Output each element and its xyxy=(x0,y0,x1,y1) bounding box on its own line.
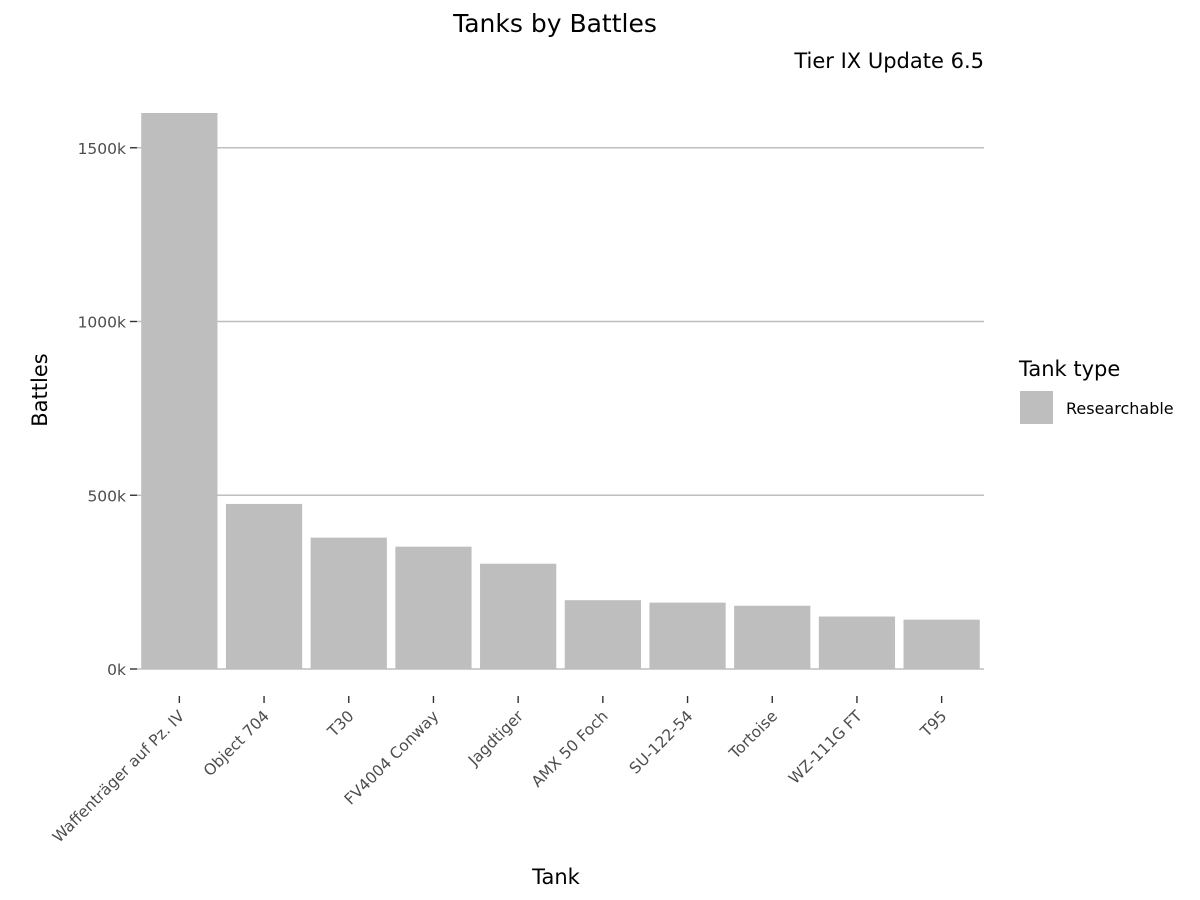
y-tick-label: 500k xyxy=(87,487,126,505)
bar xyxy=(310,537,387,669)
chart-subtitle: Tier IX Update 6.5 xyxy=(793,49,984,73)
bar xyxy=(480,563,557,669)
x-tick-label: FV4004 Conway xyxy=(341,707,442,808)
bar xyxy=(141,113,218,669)
bar xyxy=(395,546,472,669)
x-tick-label: T95 xyxy=(916,707,950,741)
chart-title: Tanks by Battles xyxy=(452,9,657,38)
legend: Tank type Researchable xyxy=(1018,357,1174,424)
x-tick-label: WZ-111G FT xyxy=(785,707,866,788)
x-axis: Waffenträger auf Pz. IV Object 704 T30FV40… xyxy=(49,696,950,846)
legend-title: Tank type xyxy=(1018,357,1120,381)
x-tick-label: Object 704 xyxy=(200,707,273,780)
y-axis-title: Battles xyxy=(28,353,52,426)
y-tick-label: 1000k xyxy=(78,314,126,332)
x-tick-label: T30 xyxy=(323,707,357,741)
bar xyxy=(734,605,811,669)
bar xyxy=(649,602,726,669)
x-axis-title: Tank xyxy=(531,865,581,889)
bar xyxy=(564,600,641,669)
x-tick-label: Jagdtiger xyxy=(464,707,527,770)
y-tick-label: 1500k xyxy=(78,140,126,158)
x-tick-label: AMX 50 Foch xyxy=(528,707,612,791)
x-tick-label: Waffenträger auf Pz. IV xyxy=(49,707,188,846)
legend-label-researchable: Researchable xyxy=(1066,399,1174,418)
legend-swatch-researchable xyxy=(1020,391,1053,424)
bars xyxy=(141,113,980,669)
x-tick-label: Tortoise xyxy=(725,707,781,763)
y-axis: 0k 500k 1000k 1500k xyxy=(78,140,137,679)
bar xyxy=(903,619,980,669)
y-tick-label: 0k xyxy=(107,661,126,679)
x-tick-label: SU-122-54 xyxy=(626,707,696,777)
bar xyxy=(225,503,303,669)
bar xyxy=(818,616,896,669)
